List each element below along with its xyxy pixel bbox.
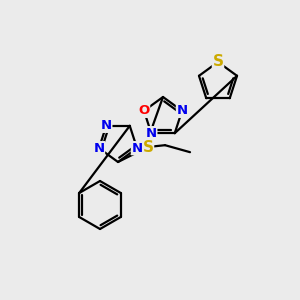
Text: N: N xyxy=(176,104,188,117)
Text: S: S xyxy=(212,55,224,70)
Text: O: O xyxy=(138,104,150,117)
Text: N: N xyxy=(131,142,142,155)
Text: N: N xyxy=(146,127,157,140)
Text: S: S xyxy=(142,140,154,154)
Text: N: N xyxy=(93,142,104,155)
Text: N: N xyxy=(101,119,112,132)
